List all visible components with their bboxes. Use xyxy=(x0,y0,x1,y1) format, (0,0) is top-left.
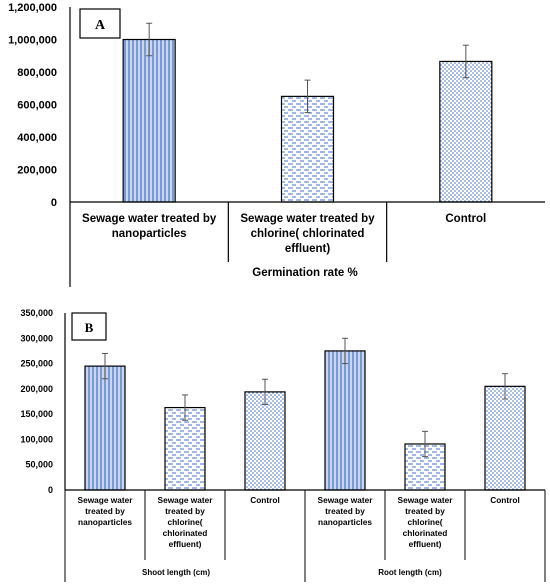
error-bar-root-length-cm-sewage-water-treated-by-nanoparticles xyxy=(342,337,348,365)
bar-shoot-length-cm-sewage-water-treated-by-nanoparticles xyxy=(84,365,126,491)
panel-label-a: A xyxy=(95,18,106,33)
bar-root-length-cm-control xyxy=(484,385,526,491)
error-bar-shoot-length-cm-control xyxy=(262,378,268,406)
chart-panel-a: A 0 200,000 400,000 600,000 800,000 1,000,000… xyxy=(8,2,545,287)
bar-control xyxy=(439,60,493,203)
bar-shoot-length-cm-sewage-water-treated-by-chlorine-chlorinated-effluent xyxy=(164,406,206,491)
panel-label-b: B xyxy=(85,320,94,335)
category-label-line: chlorine( chlorinated xyxy=(251,228,365,240)
bar-sewage-water-treated-by-nanoparticles xyxy=(122,38,176,203)
category-label-line: Sewage water xyxy=(78,495,134,505)
category-label-line: Sewage water xyxy=(398,495,454,505)
category-label-line: effluent) xyxy=(285,243,331,255)
axes xyxy=(69,7,545,287)
y-tick-label: 1,000,000 xyxy=(8,35,57,47)
panel-label-box-a xyxy=(79,8,121,39)
error-bar-sewage-water-treated-by-nanoparticles xyxy=(146,22,153,57)
y-tick-labels: 0 200,000 400,000 600,000 800,000 1,000,000 1,… xyxy=(8,2,57,209)
category-label-line: effluent) xyxy=(169,539,202,549)
category-label-line: chlorinated xyxy=(403,528,448,538)
category-label-line: treated by xyxy=(85,506,125,516)
bars xyxy=(84,350,526,491)
y-tick-label: 50,000 xyxy=(25,460,53,470)
chart-panel-b: B 0 50,000 100,000 150,000 200,000 250,000 300… xyxy=(20,308,546,582)
y-tick-label: 0 xyxy=(48,485,53,495)
category-label-line: chlorinated xyxy=(163,528,208,538)
group-label-root: Root length (cm) xyxy=(378,568,442,577)
category-label-line: treated by xyxy=(325,506,365,516)
error-bar-control xyxy=(462,44,469,79)
y-tick-label: 100,000 xyxy=(20,434,53,444)
y-tick-label: 1,200,000 xyxy=(8,2,57,14)
error-bar-shoot-length-cm-sewage-water-treated-by-chlorine-chlorinated-effluent xyxy=(182,394,188,421)
error-bar-shoot-length-cm-sewage-water-treated-by-nanoparticles xyxy=(102,352,108,380)
y-tick-label: 600,000 xyxy=(17,100,57,112)
category-label-line: Control xyxy=(445,213,486,225)
error-bars xyxy=(102,337,508,458)
bar-sewage-water-treated-by-chlorine-chlorinated-effluent xyxy=(280,95,335,203)
category-label-line: Sewage water xyxy=(158,495,214,505)
y-tick-label: 300,000 xyxy=(20,333,53,343)
category-label-line: nanoparticles xyxy=(318,517,372,527)
error-bar-sewage-water-treated-by-chlorine-chlorinated-effluent xyxy=(304,79,311,114)
panel-label-box-b xyxy=(71,312,107,341)
group-label-shoot: Shoot length (cm) xyxy=(142,568,210,577)
y-tick-label: 250,000 xyxy=(20,359,53,369)
category-label-line: effluent) xyxy=(409,539,442,549)
category-label-line: Sewage water treated by xyxy=(240,213,375,225)
category-label-line: nanoparticles xyxy=(112,228,187,240)
axes xyxy=(64,313,546,582)
category-label-line: Sewage water treated by xyxy=(82,213,217,225)
category-label-line: chlorine( xyxy=(167,517,202,527)
group-label-germination: Germination rate % xyxy=(252,267,357,279)
y-tick-label: 400,000 xyxy=(17,132,57,144)
y-tick-label: 200,000 xyxy=(17,165,57,177)
category-label-line: treated by xyxy=(405,506,445,516)
y-tick-label: 150,000 xyxy=(20,409,53,419)
y-tick-label: 200,000 xyxy=(20,384,53,394)
bars xyxy=(122,38,493,203)
error-bar-root-length-cm-sewage-water-treated-by-chlorine-chlorinated-effluent xyxy=(422,430,428,458)
category-label-line: treated by xyxy=(165,506,205,516)
y-tick-label: 0 xyxy=(51,197,57,209)
bar-root-length-cm-sewage-water-treated-by-nanoparticles xyxy=(324,350,366,491)
y-tick-label: 350,000 xyxy=(20,308,53,318)
category-label-line: Sewage water xyxy=(318,495,374,505)
category-label-line: Control xyxy=(490,495,520,505)
category-label-line: nanoparticles xyxy=(78,517,132,527)
y-tick-labels: 0 50,000 100,000 150,000 200,000 250,000 300,0… xyxy=(20,308,53,495)
category-labels: Sewage water treated by nanoparticles Sewa… xyxy=(82,213,486,255)
y-tick-label: 800,000 xyxy=(17,67,57,79)
category-label-line: chlorine( xyxy=(407,517,442,527)
category-label-line: Control xyxy=(250,495,280,505)
error-bars xyxy=(146,22,469,114)
bar-shoot-length-cm-control xyxy=(244,391,286,491)
error-bar-root-length-cm-control xyxy=(502,373,508,400)
